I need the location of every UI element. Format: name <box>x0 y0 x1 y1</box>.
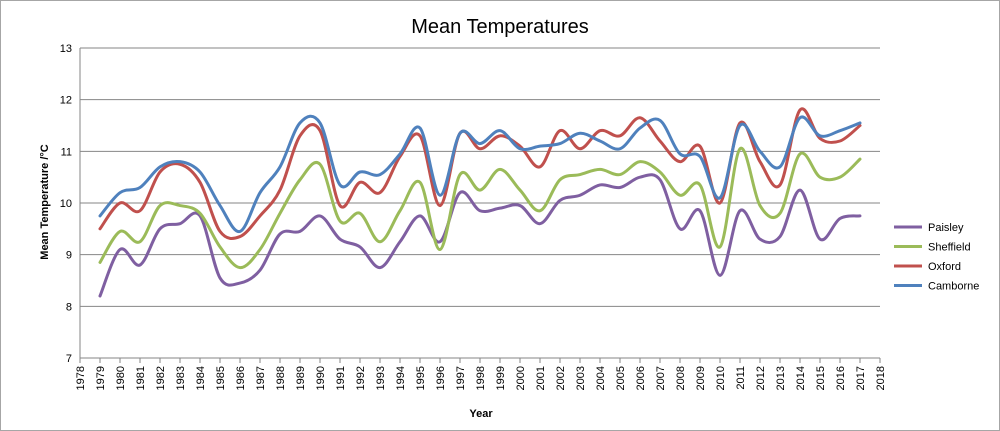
x-tick-label: 2002 <box>555 366 567 390</box>
x-tick-label: 2005 <box>615 366 627 390</box>
y-tick-label: 13 <box>60 43 72 55</box>
x-tick-label: 2010 <box>715 366 727 390</box>
x-tick-label: 1982 <box>155 366 167 390</box>
x-axis-label: Year <box>469 408 493 420</box>
x-tick-label: 2014 <box>795 366 807 390</box>
y-tick-label: 9 <box>66 250 72 262</box>
x-tick-label: 2011 <box>735 366 747 390</box>
y-tick-label: 11 <box>61 146 72 158</box>
x-tick-label: 1994 <box>395 366 407 390</box>
x-tick-label: 1985 <box>215 366 227 390</box>
x-tick-label: 2018 <box>875 366 887 390</box>
x-tick-label: 1999 <box>495 366 507 390</box>
x-tick-label: 1996 <box>435 366 447 390</box>
legend-label-sheffield: Sheffield <box>928 242 971 254</box>
x-tick-label: 2004 <box>595 366 607 390</box>
x-tick-label: 1979 <box>95 366 107 390</box>
x-tick-label: 2009 <box>695 366 707 390</box>
x-tick-label: 2001 <box>535 366 547 390</box>
x-tick-label: 2000 <box>515 366 527 390</box>
x-tick-labels: 1978 1979 1980 1981 1982 1983 1984 1985 1986 1987… <box>75 358 887 390</box>
y-axis-label: Mean Temperature /°C <box>39 144 51 260</box>
x-tick-label: 1989 <box>295 366 307 390</box>
x-tick-label: 1990 <box>315 366 327 390</box>
legend: Paisley Sheffield Oxford Camborne <box>894 222 979 293</box>
x-tick-label: 1986 <box>235 366 247 390</box>
x-tick-label: 2008 <box>675 366 687 390</box>
legend-label-camborne: Camborne <box>928 281 979 293</box>
chart-title: Mean Temperatures <box>411 16 589 38</box>
x-tick-label: 2006 <box>635 366 647 390</box>
x-tick-label: 2013 <box>775 366 787 390</box>
y-tick-label: 8 <box>66 301 72 313</box>
x-tick-label: 1992 <box>355 366 367 390</box>
x-tick-label: 1981 <box>135 366 147 390</box>
x-tick-label: 2017 <box>855 366 867 390</box>
x-tick-label: 2015 <box>815 366 827 390</box>
x-tick-label: 1991 <box>335 366 347 390</box>
series-line-sheffield <box>98 147 862 270</box>
x-tick-label: 2012 <box>755 366 767 390</box>
legend-label-paisley: Paisley <box>928 222 964 234</box>
x-tick-label: 1984 <box>195 366 207 390</box>
series-lines <box>98 107 862 298</box>
x-tick-label: 2003 <box>575 366 587 390</box>
x-tick-label: 1997 <box>455 366 467 390</box>
x-tick-label: 2007 <box>655 366 667 390</box>
x-tick-label: 1983 <box>175 366 187 390</box>
y-tick-label: 10 <box>60 198 72 210</box>
series-line-paisley <box>98 173 862 298</box>
x-tick-label: 1995 <box>415 366 427 390</box>
legend-label-oxford: Oxford <box>928 261 961 273</box>
x-tick-label: 2016 <box>835 366 847 390</box>
x-tick-label: 1978 <box>75 366 87 390</box>
x-tick-label: 1998 <box>475 366 487 390</box>
series-line-camborne <box>98 114 862 233</box>
x-tick-label: 1988 <box>275 366 287 390</box>
y-tick-labels: 7 8 9 10 11 12 13 <box>60 43 72 365</box>
x-tick-label: 1980 <box>115 366 127 390</box>
x-tick-label: 1993 <box>375 366 387 390</box>
x-tick-label: 1987 <box>255 366 267 390</box>
y-tick-label: 12 <box>60 95 72 107</box>
y-tick-label: 7 <box>66 353 72 365</box>
